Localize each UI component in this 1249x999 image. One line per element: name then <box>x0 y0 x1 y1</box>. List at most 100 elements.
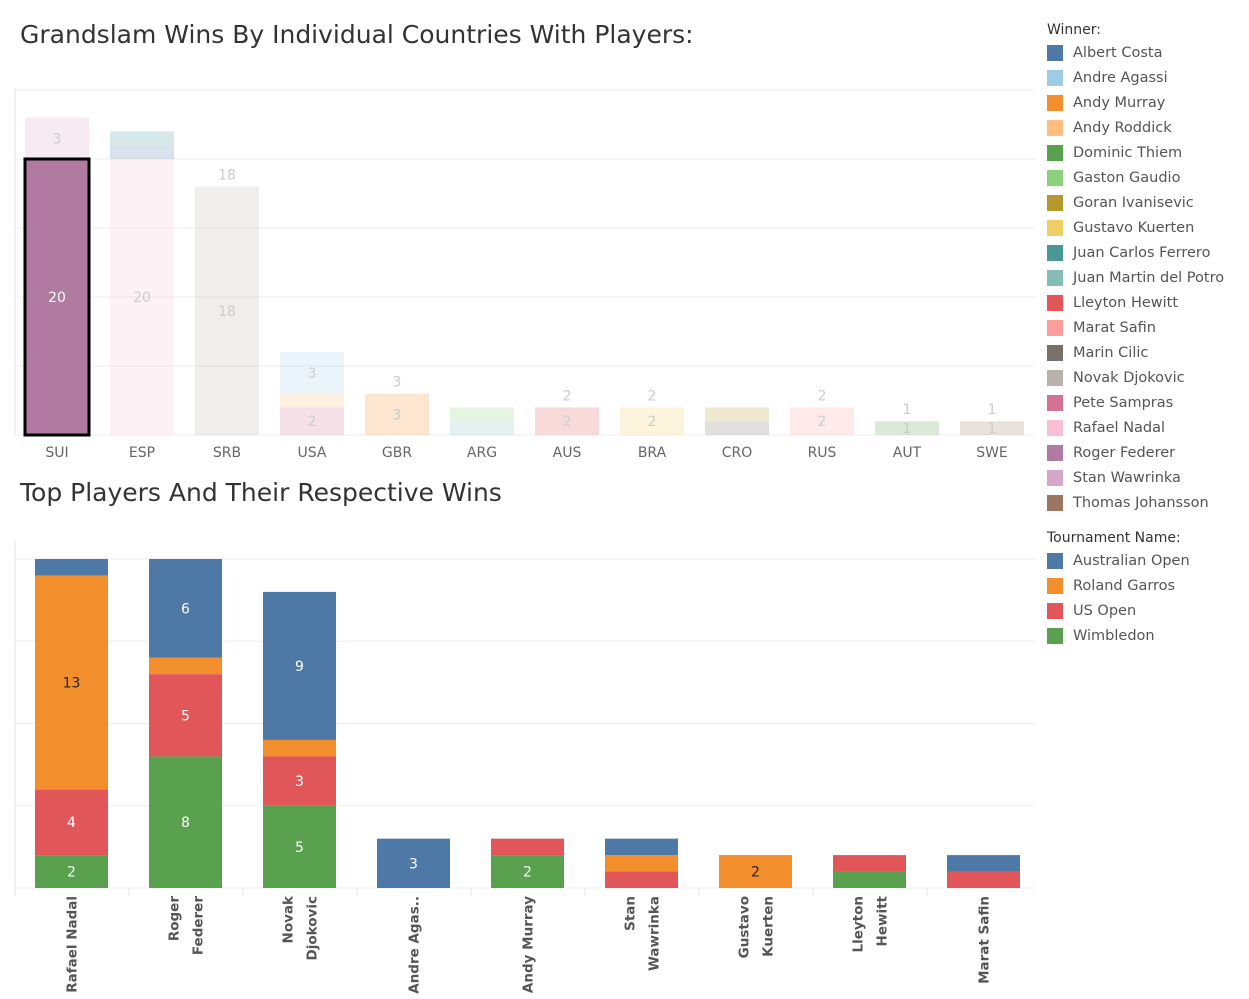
legend-label: Novak Djokovic <box>1073 369 1185 386</box>
legend-label: Pete Sampras <box>1073 394 1174 411</box>
bar-segment-andy-murray[interactable] <box>365 393 429 435</box>
winner-legend-item[interactable]: Novak Djokovic <box>1047 365 1224 390</box>
winner-legend[interactable]: Winner: Albert Costa Andre Agassi Andy Mur… <box>1047 20 1224 515</box>
bar-segment-stan-wawrinka[interactable] <box>25 117 89 159</box>
bar-segment-juan-martin-del-potro[interactable] <box>450 421 514 435</box>
bar-segment-us-open[interactable] <box>833 855 906 872</box>
bar-value-label: 2 <box>563 414 572 430</box>
tournament-legend-item[interactable]: Wimbledon <box>1047 623 1190 648</box>
bar-segment-wimbledon[interactable] <box>263 805 336 888</box>
bar-segment-australian-open[interactable] <box>605 838 678 856</box>
tournament-legend-item[interactable]: US Open <box>1047 598 1190 623</box>
legend-swatch <box>1047 244 1063 261</box>
bar-segment-marat-safin[interactable] <box>790 407 854 435</box>
bar-segment-gaston-gaudio[interactable] <box>450 407 514 422</box>
winner-legend-item[interactable]: Lleyton Hewitt <box>1047 290 1224 315</box>
bar-segment-pete-sampras[interactable] <box>280 407 344 435</box>
bar-segment-albert-costa[interactable] <box>110 145 174 159</box>
bar-value-label: 8 <box>181 815 190 831</box>
legend-swatch <box>1047 444 1063 461</box>
winner-legend-item[interactable]: Goran Ivanisevic <box>1047 190 1224 215</box>
tournament-legend-title: Tournament Name: <box>1047 530 1181 546</box>
winner-legend-item[interactable]: Marin Cilic <box>1047 340 1224 365</box>
bar-segment-goran-ivanisevic[interactable] <box>705 407 769 422</box>
winner-legend-item[interactable]: Gaston Gaudio <box>1047 165 1224 190</box>
winner-legend-item[interactable]: Andre Agassi <box>1047 65 1224 90</box>
bar-segment-us-open[interactable] <box>605 871 678 888</box>
bar-value-label: 2 <box>67 865 76 881</box>
winner-legend-item[interactable]: Andy Roddick <box>1047 115 1224 140</box>
winner-legend-item[interactable]: Stan Wawrinka <box>1047 465 1224 490</box>
winner-legend-item[interactable]: Juan Carlos Ferrero <box>1047 240 1224 265</box>
bar-segment-roland-garros[interactable] <box>35 575 108 790</box>
bar-segment-australian-open[interactable] <box>377 838 450 888</box>
bar-value-label: 1 <box>903 421 912 437</box>
bar-total-label: 1 <box>988 402 997 418</box>
tournament-legend-item[interactable]: Roland Garros <box>1047 573 1190 598</box>
bar-value-label: 5 <box>181 708 190 724</box>
bar-segment-roland-garros[interactable] <box>149 657 222 675</box>
winner-legend-item[interactable]: Thomas Johansson <box>1047 490 1224 515</box>
winner-legend-item[interactable]: Rafael Nadal <box>1047 415 1224 440</box>
bar-segment-us-open[interactable] <box>947 871 1020 888</box>
bar-segment-gustavo-kuerten[interactable] <box>620 407 684 435</box>
bar-segment-marin-cilic[interactable] <box>705 421 769 435</box>
bar-segment-dominic-thiem[interactable] <box>875 421 939 435</box>
legend-swatch <box>1047 469 1063 486</box>
legend-label: Juan Carlos Ferrero <box>1073 244 1211 261</box>
bar-segment-andre-agassi[interactable] <box>280 352 344 394</box>
bar-segment-novak-djokovic[interactable] <box>195 186 259 435</box>
x-tick-label-line: Federer <box>191 896 207 955</box>
x-tick-label: SUI <box>45 445 68 461</box>
x-tick-label-line: Novak <box>281 895 297 943</box>
legend-label: Gaston Gaudio <box>1073 169 1181 186</box>
winner-legend-item[interactable]: Dominic Thiem <box>1047 140 1224 165</box>
bar-segment-andy-roddick[interactable] <box>280 393 344 408</box>
bar-segment-thomas-johansson[interactable] <box>960 421 1024 435</box>
bar-segment-australian-open[interactable] <box>149 559 222 658</box>
x-tick-label-player: Gustavo Kuerten <box>737 896 777 958</box>
bar-segment-rafael-nadal[interactable] <box>110 159 174 435</box>
bar-segment-roger-federer[interactable] <box>25 159 89 435</box>
bar-segment-wimbledon[interactable] <box>35 855 108 888</box>
bar-segment-us-open[interactable] <box>149 674 222 757</box>
bar-total-label: 1 <box>903 402 912 418</box>
bar-segment-us-open[interactable] <box>35 789 108 856</box>
x-tick-label-line: Andy Murray <box>521 896 537 993</box>
bar-segment-wimbledon[interactable] <box>833 871 906 888</box>
bar-value-label: 3 <box>393 407 402 423</box>
bar-segment-roland-garros[interactable] <box>719 855 792 888</box>
winner-legend-item[interactable]: Juan Martin del Potro <box>1047 265 1224 290</box>
winner-legend-item[interactable]: Pete Sampras <box>1047 390 1224 415</box>
bar-value-label: 2 <box>308 414 317 430</box>
x-tick-label: BRA <box>638 445 667 461</box>
legend-label: Andy Murray <box>1073 94 1166 111</box>
bar-segment-australian-open[interactable] <box>263 591 336 740</box>
bar-segment-australian-open[interactable] <box>947 855 1020 872</box>
x-tick-label-line: Wawrinka <box>647 896 663 971</box>
winner-legend-title: Winner: <box>1047 22 1102 38</box>
bar-segment-wimbledon[interactable] <box>491 855 564 888</box>
bar-segment-us-open[interactable] <box>491 838 564 856</box>
x-tick-label-line: Roger <box>167 896 183 941</box>
x-tick-label: SWE <box>976 445 1008 461</box>
winner-legend-item[interactable]: Andy Murray <box>1047 90 1224 115</box>
winner-legend-item[interactable]: Gustavo Kuerten <box>1047 215 1224 240</box>
tournament-legend-item[interactable]: Australian Open <box>1047 548 1190 573</box>
bar-segment-roland-garros[interactable] <box>605 855 678 872</box>
legend-label: Roger Federer <box>1073 444 1176 461</box>
bar-segment-australian-open[interactable] <box>35 559 108 576</box>
bar-segment-us-open[interactable] <box>263 756 336 806</box>
x-tick-label-player: Stan Wawrinka <box>623 896 663 971</box>
winner-legend-item[interactable]: Marat Safin <box>1047 315 1224 340</box>
bar-segment-lleyton-hewitt[interactable] <box>535 407 599 435</box>
bar-segment-roland-garros[interactable] <box>263 739 336 757</box>
tournament-legend[interactable]: Tournament Name: Australian Open Roland G… <box>1047 528 1190 648</box>
bar-segment-juan-carlos-ferrero[interactable] <box>110 131 174 146</box>
bar-segment-wimbledon[interactable] <box>149 756 222 888</box>
bar-value-label: 18 <box>218 304 236 320</box>
bar-value-label: 3 <box>409 856 418 872</box>
winner-legend-item[interactable]: Roger Federer <box>1047 440 1224 465</box>
winner-legend-item[interactable]: Albert Costa <box>1047 40 1224 65</box>
